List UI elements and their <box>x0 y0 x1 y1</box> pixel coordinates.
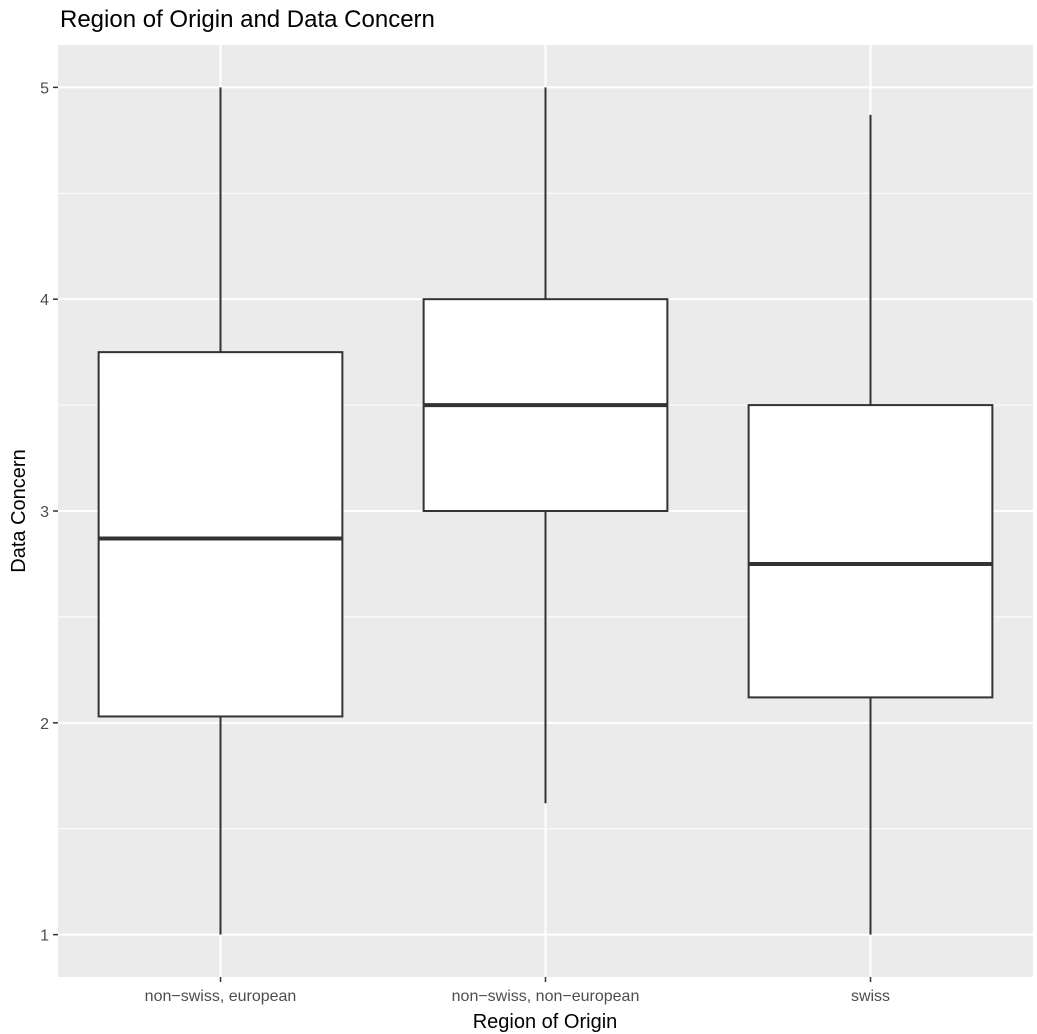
y-tick-label: 4 <box>40 292 49 309</box>
x-axis: non−swiss, european non−swiss, non−europe… <box>145 977 890 1005</box>
x-axis-title: Region of Origin <box>473 1011 618 1033</box>
y-tick-label: 2 <box>40 716 49 733</box>
x-tick-label: non−swiss, european <box>145 988 297 1005</box>
y-axis-title: Data Concern <box>8 449 30 572</box>
box-group <box>422 87 669 804</box>
y-tick-label: 5 <box>40 80 49 97</box>
y-axis: 1 2 3 4 5 <box>40 80 58 945</box>
y-tick-label: 1 <box>40 928 49 945</box>
iqr-box <box>747 404 994 699</box>
box-group <box>747 114 994 935</box>
y-tick-label: 3 <box>40 504 49 521</box>
iqr-box <box>97 351 344 718</box>
x-tick-label: non−swiss, non−european <box>452 988 640 1005</box>
chart-title: Region of Origin and Data Concern <box>60 6 435 33</box>
box-group <box>97 87 344 935</box>
boxes <box>97 87 994 935</box>
x-tick-label: swiss <box>851 988 890 1005</box>
